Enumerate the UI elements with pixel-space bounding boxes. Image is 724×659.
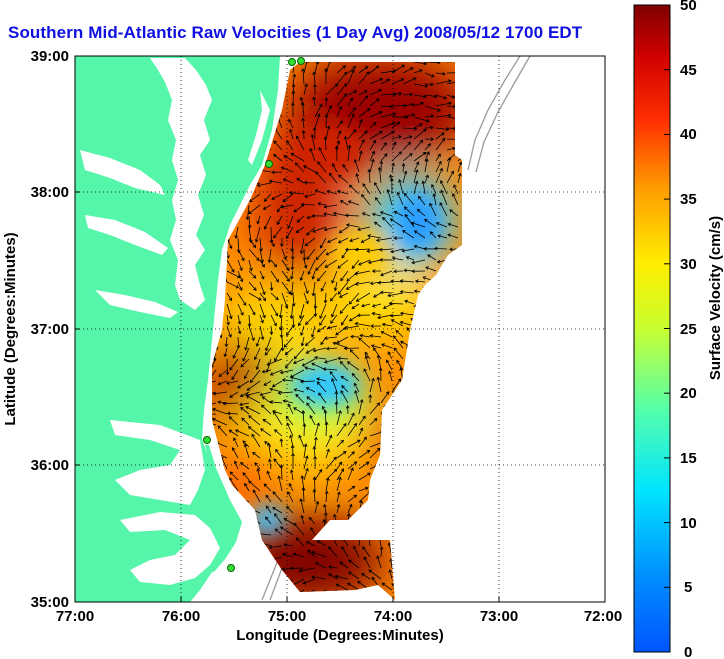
land-mass	[75, 56, 280, 602]
x-tick-label: 74:00	[374, 608, 412, 625]
colorbar-tick-label: 35	[680, 191, 697, 208]
radar-site	[203, 436, 211, 444]
colorbar-tick-label: 25	[680, 321, 697, 338]
colorbar-labels: 50 45 40 35 30 25 20 15 10 5 0	[680, 0, 697, 659]
radar-site	[297, 57, 305, 65]
radar-site	[288, 58, 296, 66]
grid-lines	[75, 56, 605, 602]
y-tick-label: 35:00	[31, 594, 69, 611]
colorbar-tick-label: 5	[684, 579, 692, 596]
tick-marks	[74, 55, 606, 603]
colorbar-tick-label: 15	[680, 450, 697, 467]
x-tick-label: 77:00	[56, 608, 94, 625]
y-tick-label: 36:00	[31, 457, 69, 474]
y-tick-label: 37:00	[31, 321, 69, 338]
y-tick-label: 38:00	[31, 184, 69, 201]
x-tick-label: 75:00	[268, 608, 306, 625]
x-tick-label: 73:00	[480, 608, 518, 625]
colorbar-tick-label: 45	[680, 62, 697, 79]
colorbar-tick-label: 10	[680, 515, 697, 532]
colorbar-tick-label: 30	[680, 256, 697, 273]
colorbar-label: Surface Velocity (cm/s)	[707, 216, 724, 380]
colorbar-tick-label: 50	[680, 0, 697, 14]
radar-site	[227, 564, 235, 572]
radar-site	[265, 160, 273, 168]
y-tick-labels: 39:00 38:00 37:00 36:00 35:00	[31, 48, 69, 611]
y-axis-label: Latitude (Degrees:Minutes)	[2, 232, 19, 425]
x-tick-label: 76:00	[162, 608, 200, 625]
colorbar-tick-label: 0	[684, 644, 692, 659]
x-tick-label: 72:00	[584, 608, 622, 625]
y-tick-label: 39:00	[31, 48, 69, 65]
colorbar-tick-label: 40	[680, 126, 697, 143]
chart-title: Southern Mid-Atlantic Raw Velocities (1 …	[8, 23, 583, 42]
colorbar-ticks	[664, 4, 670, 653]
colorbar-tick-label: 20	[680, 385, 697, 402]
radar-sites	[203, 57, 305, 572]
x-axis-label: Longitude (Degrees:Minutes)	[236, 627, 444, 644]
x-tick-labels: 77:00 76:00 75:00 74:00 73:00 72:00	[56, 608, 622, 625]
